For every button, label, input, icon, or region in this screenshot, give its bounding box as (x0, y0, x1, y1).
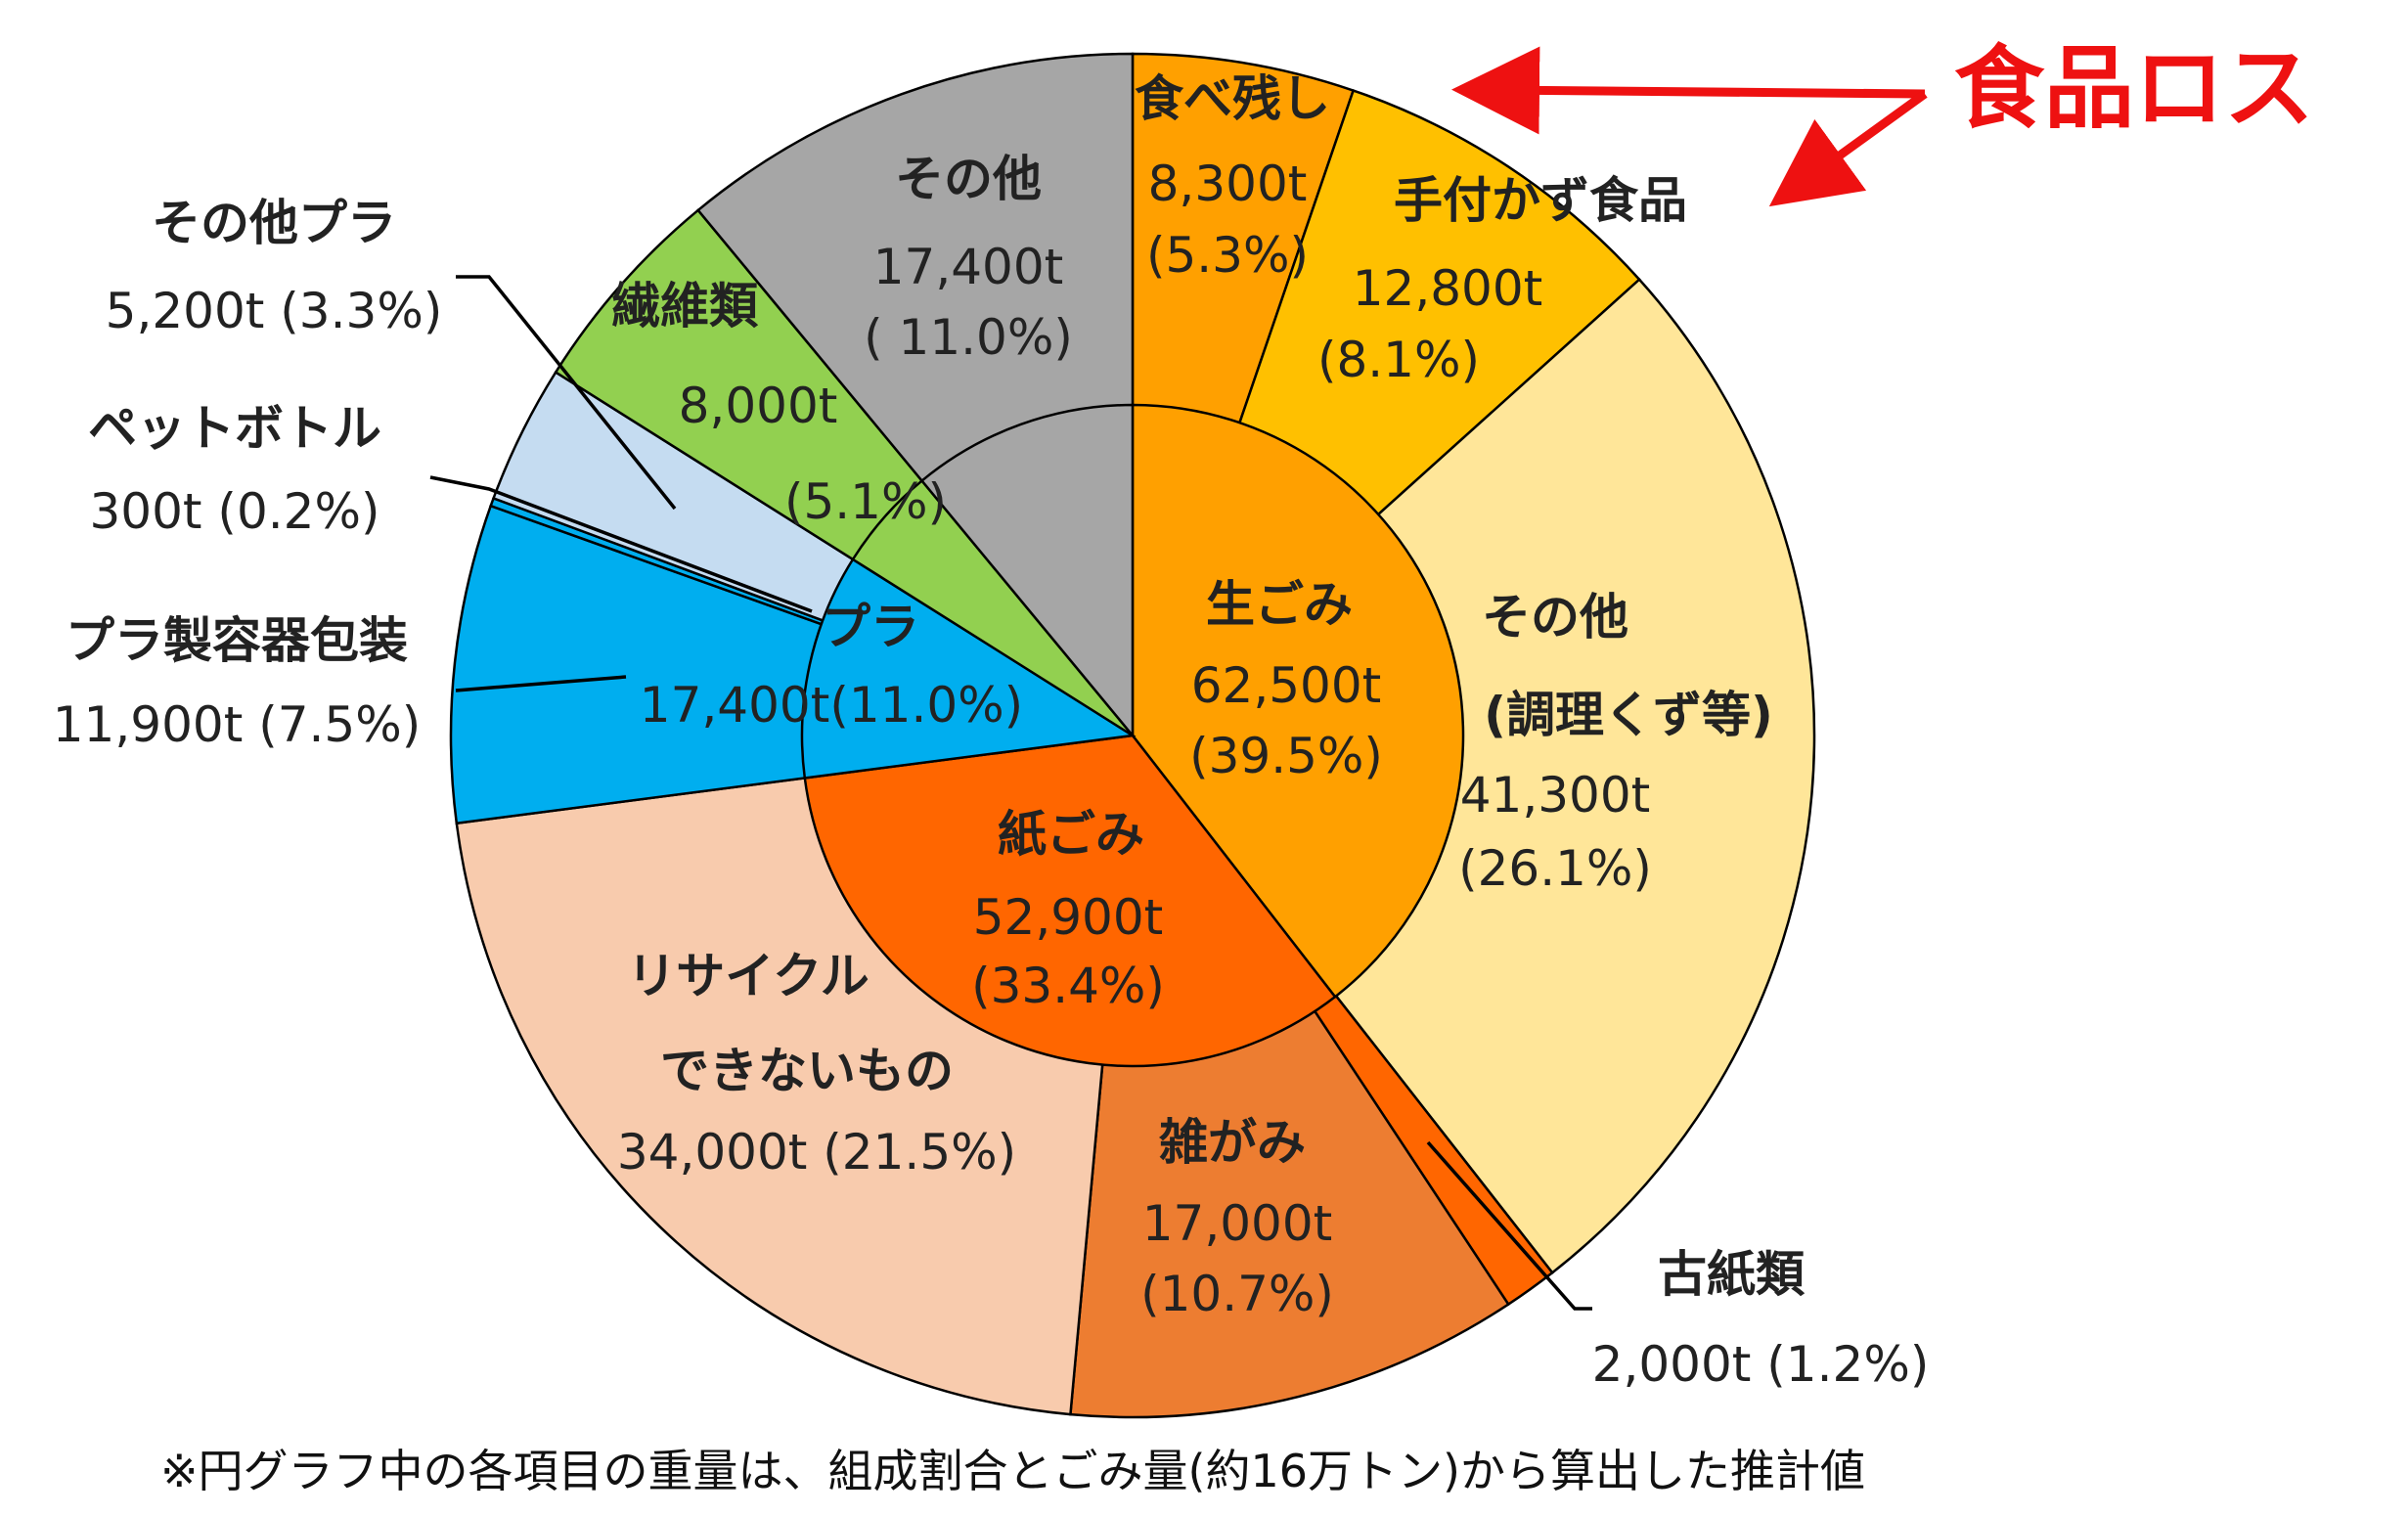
label-fiber-pct: (5.1%) (784, 473, 947, 530)
inner-slice-4 (919, 403, 1135, 739)
outer-slice-2 (1131, 277, 1816, 1274)
footnote: ※円グラフ中の各項目の重量は、組成割合とごみ量(約16万トン)から算出した推計値 (160, 1445, 1865, 1497)
label-tetsukazu: 手付かず食品 (1394, 172, 1687, 229)
food-loss-annotation: 食品ロス (1451, 36, 2314, 207)
leader-pet-bottle (429, 475, 813, 613)
leader-plastic-packaging (455, 675, 627, 692)
label-namagomi-pct: (39.5%) (1189, 728, 1383, 784)
label-kamigomi: 紙ごみ (998, 806, 1144, 863)
label-zatsugami: 雑がみ (1158, 1114, 1306, 1171)
label-pura: プラ (822, 599, 919, 655)
leader-paper (1426, 1140, 1592, 1311)
label-otherpla: その他プラ (152, 195, 396, 251)
label-tetsukazu-value: 12,800t (1353, 260, 1543, 317)
label-tabenokoshi-value: 8,300t (1148, 156, 1308, 212)
inner-ring (800, 403, 1465, 1068)
label-nonrecycle: リサイクル (627, 948, 870, 1004)
label-other-pct: ( 11.0%) (864, 309, 1073, 366)
label-cooking-value: 41,300t (1460, 767, 1651, 824)
label-cooking: その他 (1482, 589, 1628, 646)
label-namagomi: 生ごみ (1206, 576, 1353, 633)
inner-slice-1 (803, 734, 1337, 1068)
label-kamigomi-value: 52,900t (973, 889, 1164, 946)
label-other: その他 (895, 151, 1042, 207)
label-fiber-value: 8,000t (679, 378, 838, 434)
label-zatsugami-pct: (10.7%) (1140, 1266, 1334, 1322)
label-pura-value: 17,400t(11.0%) (640, 677, 1023, 734)
inner-slice-2 (800, 557, 1137, 780)
food-loss-label: 食品ロス (1954, 36, 2314, 141)
label-tabenokoshi: 食べ残し (1135, 70, 1330, 127)
label-cooking-sub: (調理くず等) (1484, 687, 1773, 743)
label-packaging-value: 11,900t (7.5%) (53, 696, 422, 753)
label-other-value: 17,400t (873, 239, 1064, 295)
label-zatsugami-value: 17,000t (1142, 1195, 1333, 1252)
label-namagomi-value: 62,500t (1191, 657, 1382, 714)
label-kamigomi-pct: (33.4%) (971, 958, 1165, 1014)
label-kosi-value: 2,000t (1.2%) (1592, 1336, 1930, 1393)
label-nonrecycle-sub: できないもの (660, 1043, 954, 1099)
food-loss-arrow-left (1451, 46, 1926, 135)
label-kosi: 古紙類 (1658, 1246, 1806, 1303)
label-pet-value: 300t (0.2%) (90, 483, 380, 540)
food-loss-arrow-down (1768, 90, 1928, 207)
label-nonrecycle-value: 34,000t (21.5%) (617, 1124, 1016, 1181)
data-labels: 生ごみ 62,500t (39.5%) 紙ごみ 52,900t (33.4%) プラ 17,4… (53, 70, 1930, 1393)
label-packaging: プラ製容器包装 (66, 612, 408, 669)
leader-other-plastic (456, 275, 677, 511)
inner-slice-0 (1131, 403, 1465, 999)
label-otherpla-value: 5,200t (3.3%) (106, 283, 443, 339)
leader-lines (429, 275, 1592, 1311)
label-tabenokoshi-pct: (5.3%) (1146, 227, 1309, 284)
label-fiber: 繊維類 (611, 278, 759, 334)
label-tetsukazu-pct: (8.1%) (1317, 332, 1480, 388)
label-pet: ペットボトル (88, 400, 381, 457)
label-cooking-pct: (26.1%) (1458, 840, 1652, 897)
